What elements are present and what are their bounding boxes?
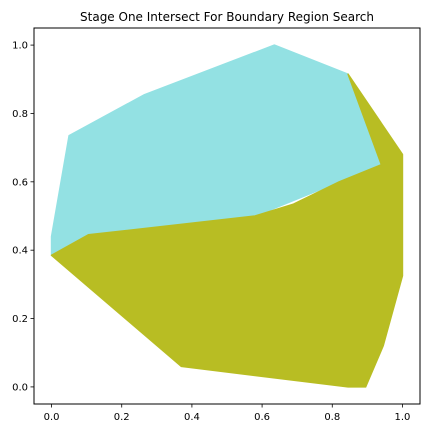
x-tick-label: 1.0 xyxy=(395,412,411,423)
y-tick-label: 0.2 xyxy=(12,314,28,325)
chart-title: Stage One Intersect For Boundary Region … xyxy=(80,10,374,24)
y-tick-label: 1.0 xyxy=(12,41,28,52)
x-axis: 0.0 0.2 0.4 0.6 0.8 1.0 xyxy=(44,404,411,423)
series-2-polygon xyxy=(50,73,404,388)
plot-area xyxy=(50,44,404,388)
x-tick-label: 0.4 xyxy=(184,412,200,423)
x-tick-label: 0.6 xyxy=(254,412,270,423)
y-tick-label: 0.6 xyxy=(12,177,28,188)
x-tick-label: 0.2 xyxy=(114,412,130,423)
y-tick-label: 0.8 xyxy=(12,109,28,120)
x-tick-label: 0.8 xyxy=(324,412,340,423)
x-tick-label: 0.0 xyxy=(44,412,60,423)
y-axis: 0.0 0.2 0.4 0.6 0.8 1.0 xyxy=(12,41,34,393)
y-tick-label: 0.4 xyxy=(12,246,28,257)
y-tick-label: 0.0 xyxy=(12,382,28,393)
axes-frame xyxy=(33,27,421,405)
